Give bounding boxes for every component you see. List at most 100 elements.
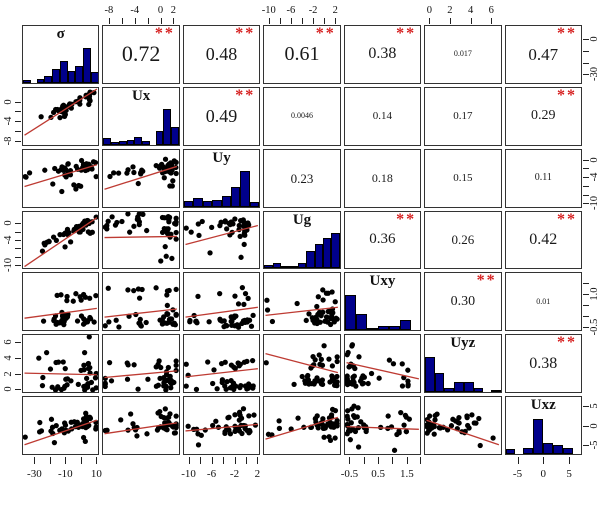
scatter-panel-uyz-vs-ug <box>263 334 341 394</box>
significance-stars: ** <box>556 25 577 42</box>
histogram-uxz <box>505 418 581 454</box>
axis-label-bottom: -10 <box>58 468 73 480</box>
correlation-cell-uy-uxz: 0.11 <box>504 148 582 208</box>
scatter-panel-uy-vs-ux <box>102 148 180 208</box>
axis-label-left: -8 <box>3 136 14 146</box>
axis-label-right: -30 <box>589 67 600 82</box>
axis-tick-bottom <box>223 457 225 464</box>
axis-label-top: 0 <box>426 5 432 16</box>
hist-bar <box>36 78 45 83</box>
scatter-panel-uxy-vs-sigma <box>22 272 100 332</box>
axis-tick-right <box>583 316 589 318</box>
axis-tick-bottom <box>234 457 236 464</box>
correlation-cell-sigma-uxz: 0.47 ** <box>504 25 582 84</box>
hist-bar <box>454 381 464 393</box>
axis-label-bottom: 1.5 <box>399 468 414 480</box>
hist-bar <box>523 447 534 454</box>
scatter-canvas <box>183 215 258 260</box>
axis-tick-right <box>583 168 589 170</box>
correlation-value: 0.18 <box>371 171 393 186</box>
hist-bar <box>355 314 367 331</box>
axis-label-top: -4 <box>130 5 140 16</box>
scatter-canvas <box>264 287 340 328</box>
axis-tick-top <box>324 18 326 24</box>
hist-bar <box>463 382 474 393</box>
axis-label-top: 0 <box>157 5 164 16</box>
correlation-value: 0.36 <box>369 231 396 248</box>
scatter-canvas <box>183 358 258 393</box>
axis-tick-right <box>583 283 589 285</box>
scatter-canvas <box>24 291 99 328</box>
scatter-points <box>344 342 411 390</box>
diagonal-panel-ux: Ux <box>102 86 180 146</box>
axis-label-left: 0 <box>3 386 14 392</box>
scatter-canvas <box>103 358 179 393</box>
hist-bar <box>163 109 172 145</box>
axis-tick-right <box>583 405 589 407</box>
hist-bar <box>425 356 435 393</box>
axis-tick-top <box>173 18 175 24</box>
variable-label-sigma: σ <box>56 26 65 42</box>
correlation-value: 0.017 <box>453 49 472 59</box>
scatter-points <box>107 156 179 189</box>
axis-label-top: -8 <box>104 5 114 16</box>
correlation-cell-uy-ug: 0.23 <box>263 148 341 208</box>
scatter-canvas <box>104 156 179 190</box>
scatter-canvas <box>185 285 258 331</box>
scatter-canvas <box>264 343 340 389</box>
axis-tick-right <box>583 326 589 328</box>
hist-bar <box>52 69 60 83</box>
hist-bar <box>297 263 307 269</box>
hist-bar <box>344 295 356 331</box>
axis-tick-right <box>583 445 589 447</box>
scatter-points <box>185 406 258 448</box>
scatter-panel-uxz-vs-uy <box>182 396 261 455</box>
fit-line <box>24 88 98 136</box>
axis-tick-right <box>583 62 589 64</box>
hist-bar <box>202 201 213 207</box>
hist-bar <box>142 141 150 145</box>
fit-line <box>185 224 258 245</box>
hist-bar <box>240 171 250 207</box>
scatter-panel-uxz-vs-uxy <box>343 396 422 455</box>
axis-tick-top <box>429 18 431 24</box>
scatter-panel-ux-vs-sigma <box>22 86 100 146</box>
hist-bar <box>322 238 332 269</box>
scatter-canvas <box>24 214 99 267</box>
correlation-cell-sigma-ug: 0.61 ** <box>263 25 341 84</box>
scatter-points <box>103 406 179 439</box>
correlation-value: 0.30 <box>450 293 476 309</box>
fit-line <box>185 423 258 432</box>
scatter-points <box>103 211 179 264</box>
correlation-value: 0.01 <box>536 296 551 306</box>
hist-bar <box>126 140 135 145</box>
variable-label-ug: Ug <box>292 211 312 228</box>
axis-label-top: 2 <box>447 5 453 16</box>
scatter-canvas <box>24 88 98 136</box>
scatter-canvas <box>344 342 419 390</box>
correlation-cell-ux-uy: 0.49 ** <box>182 86 261 146</box>
fit-line <box>24 163 98 187</box>
scatter-panel-uyz-vs-sigma <box>22 334 100 394</box>
significance-stars: ** <box>396 210 417 228</box>
hist-bar <box>289 265 298 269</box>
axis-tick-bottom <box>517 457 519 464</box>
axis-tick-right <box>583 305 589 307</box>
scatter-panel-uxy-vs-ug <box>263 272 341 332</box>
variable-label-uxy: Uxy <box>369 273 396 290</box>
scatter-panel-uxz-vs-ux <box>102 396 180 455</box>
fit-line <box>426 419 500 446</box>
axis-tick-right <box>583 203 589 205</box>
axis-label-bottom: 2 <box>254 468 261 480</box>
correlation-cell-sigma-uy: 0.48 ** <box>182 25 261 84</box>
correlation-value: 0.49 <box>205 106 238 127</box>
axis-label-right: -0.5 <box>589 318 600 336</box>
axis-tick-bottom <box>406 457 408 464</box>
significance-stars: ** <box>235 86 256 104</box>
hist-bar <box>281 266 290 269</box>
axis-tick-bottom <box>257 457 259 464</box>
axis-tick-bottom <box>245 457 247 464</box>
significance-stars: ** <box>154 25 175 42</box>
scatter-panel-uxy-vs-uy <box>182 272 261 332</box>
